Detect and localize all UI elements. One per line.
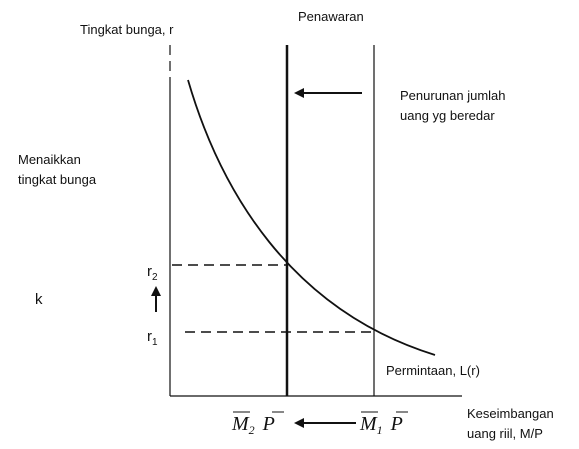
- r2-label: r2: [147, 263, 158, 283]
- m2-label: M2 P: [231, 413, 275, 437]
- k-label: k: [35, 291, 43, 308]
- m1-label: M1 P: [359, 413, 403, 437]
- supply-label: Penawaran: [298, 9, 364, 24]
- decrease-label: Penurunan jumlah uang yg beredar: [400, 88, 506, 123]
- r1-label: r1: [147, 328, 158, 348]
- raise-label: Menaikkan tingkat bunga: [18, 152, 97, 187]
- y-axis-label: Tingkat bunga, r: [80, 22, 174, 37]
- x-axis-label: Keseimbangan uang riil, M/P: [467, 406, 554, 441]
- demand-curve: [187, 79, 436, 356]
- demand-label: Permintaan, L(r): [386, 363, 480, 378]
